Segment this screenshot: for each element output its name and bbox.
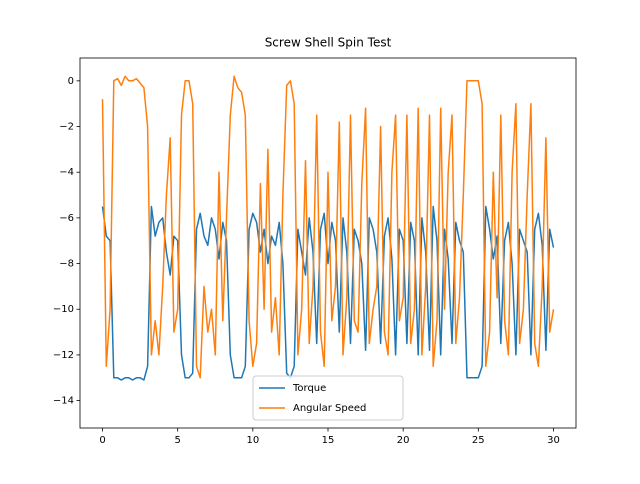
chart-title: Screw Shell Spin Test [265,36,392,50]
plot-frame [79,57,577,429]
y-tick-label: −14 [53,396,74,407]
x-tick-label: 0 [99,435,105,446]
y-tick-label: −6 [59,213,74,224]
y-tick-label: −4 [59,167,74,178]
y-tick-label: −10 [53,304,74,315]
y-tick-label: 0 [68,76,74,87]
legend-label: Angular Speed [293,403,366,414]
legend-box [252,375,404,421]
series-line [101,75,555,379]
y-tick-label: −12 [53,350,74,361]
x-tick-label: 25 [472,435,485,446]
x-tick-label: 20 [397,435,410,446]
series-line [101,205,555,381]
x-tick-label: 30 [547,435,560,446]
x-tick-label: 5 [175,435,181,446]
legend-label: Torque [292,383,326,394]
x-tick-label: 15 [322,435,335,446]
y-tick-label: −2 [59,122,74,133]
x-tick-label: 10 [246,435,259,446]
y-tick-label: −8 [59,259,74,270]
